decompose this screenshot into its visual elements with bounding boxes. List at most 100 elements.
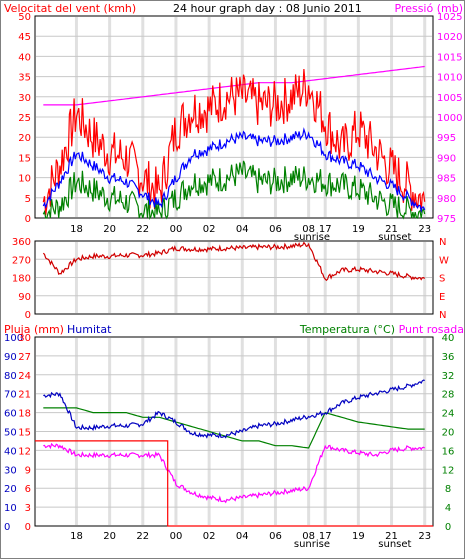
y-tick-humidity: 50	[4, 428, 17, 439]
dewpoint-line	[43, 442, 426, 504]
y-tick-temp-left: 9	[25, 465, 31, 476]
y-tick-humidity: 80	[4, 371, 17, 382]
y-tick-wind: 15	[18, 153, 31, 164]
sunrise-marker: sunrise	[294, 539, 330, 550]
y-tick-temp-right: 8	[445, 484, 451, 495]
y-tick-humidity: 0	[4, 522, 10, 533]
wind-direction-line	[42, 241, 426, 282]
x-tick-label: 20	[103, 531, 116, 542]
sunrise-marker: sunrise	[294, 232, 330, 243]
y-tick-direction: 0	[25, 310, 31, 321]
x-tick-label: 04	[236, 531, 249, 542]
sunset-marker: sunset	[378, 232, 411, 243]
x-tick-label: 08	[302, 531, 315, 542]
y-tick-temp-left: 3	[25, 503, 31, 514]
y-tick-pressure: 1015	[437, 52, 462, 63]
y-tick-wind: 25	[18, 113, 31, 124]
y-tick-temp-right: 40	[442, 333, 455, 344]
y-tick-pressure: 995	[437, 133, 456, 144]
x-tick-label: 22	[136, 531, 149, 542]
x-tick-label: 02	[203, 224, 216, 235]
x-tick-label: 00	[170, 224, 183, 235]
y-tick-temp-right: 20	[442, 428, 455, 439]
chart-title: 24 hour graph day : 08 Junio 2011	[173, 2, 362, 15]
y-tick-temp-left: 0	[25, 522, 31, 533]
y-tick-compass: W	[439, 255, 449, 266]
y-tick-humidity: 60	[4, 409, 17, 420]
y-tick-temp-left: 27	[18, 352, 31, 363]
pressure-axis-title: Pressió (mb)	[394, 2, 463, 15]
y-tick-temp-right: 4	[445, 503, 451, 514]
y-tick-wind: 20	[18, 133, 31, 144]
y-tick-temp-right: 16	[442, 446, 455, 457]
y-tick-wind: 0	[25, 214, 31, 225]
x-tick-label: 08	[302, 224, 315, 235]
x-tick-label: 04	[236, 224, 249, 235]
y-tick-humidity: 30	[4, 465, 17, 476]
x-tick-label: 23	[418, 224, 431, 235]
y-tick-temp-left: 15	[18, 428, 31, 439]
x-tick-label: 21	[385, 531, 398, 542]
dewpoint-axis-title: Punt rosada	[399, 323, 464, 336]
y-tick-temp-right: 32	[442, 371, 455, 382]
wind-average-line	[42, 127, 426, 214]
y-tick-humidity: 10	[4, 503, 17, 514]
y-tick-temp-right: 28	[442, 390, 455, 401]
wind-axis-title: Velocitat del vent (kmh)	[4, 2, 136, 15]
x-tick-label: 17	[319, 224, 332, 235]
y-tick-pressure: 1000	[437, 113, 462, 124]
y-tick-wind: 30	[18, 93, 31, 104]
wind-gust-line	[42, 68, 426, 216]
y-tick-pressure: 1025	[437, 12, 462, 23]
y-tick-temp-left: 24	[18, 371, 31, 382]
x-tick-label: 20	[103, 224, 116, 235]
y-tick-compass: N	[439, 310, 446, 321]
y-tick-wind: 10	[18, 174, 31, 185]
y-tick-pressure: 1020	[437, 32, 462, 43]
y-tick-compass: E	[439, 292, 445, 303]
x-tick-label: 02	[203, 531, 216, 542]
temperature-line	[43, 407, 425, 449]
y-tick-direction: 360	[12, 237, 31, 248]
humidity-axis-title: Humitat	[67, 323, 112, 336]
y-tick-compass: N	[439, 237, 446, 248]
x-tick-label: 00	[170, 531, 183, 542]
y-tick-pressure: 1005	[437, 93, 462, 104]
y-tick-pressure: 1010	[437, 73, 462, 84]
y-tick-wind: 50	[18, 12, 31, 23]
y-tick-humidity: 20	[4, 484, 17, 495]
y-tick-pressure: 980	[437, 194, 456, 205]
wind-low-line	[42, 160, 426, 221]
y-tick-humidity: 70	[4, 390, 17, 401]
temperature-axis-title: Temperatura (°C)	[299, 323, 395, 336]
x-tick-label: 18	[70, 531, 83, 542]
x-tick-label: 22	[136, 224, 149, 235]
x-tick-label: 23	[418, 531, 431, 542]
y-tick-wind: 45	[18, 32, 31, 43]
y-tick-temp-left: 30	[18, 333, 31, 344]
rain-line	[35, 440, 433, 527]
y-tick-temp-left: 18	[18, 409, 31, 420]
y-tick-direction: 90	[18, 292, 31, 303]
y-tick-temp-right: 24	[442, 409, 455, 420]
y-tick-wind: 40	[18, 52, 31, 63]
x-tick-label: 19	[352, 224, 365, 235]
pressure-line	[43, 65, 425, 106]
y-tick-humidity: 100	[4, 333, 23, 344]
x-tick-label: 19	[352, 531, 365, 542]
x-tick-label: 06	[269, 224, 282, 235]
x-tick-label: 21	[385, 224, 398, 235]
y-tick-direction: 270	[12, 255, 31, 266]
rain-axis-title: Pluja (mm)	[4, 323, 64, 336]
y-tick-temp-right: 36	[442, 352, 455, 363]
y-tick-humidity: 90	[4, 352, 17, 363]
x-tick-label: 06	[269, 531, 282, 542]
y-tick-temp-left: 21	[18, 390, 31, 401]
y-tick-temp-right: 12	[442, 465, 455, 476]
y-tick-temp-left: 6	[25, 484, 31, 495]
x-tick-label: 18	[70, 224, 83, 235]
sunset-marker: sunset	[378, 539, 411, 550]
y-tick-wind: 35	[18, 73, 31, 84]
